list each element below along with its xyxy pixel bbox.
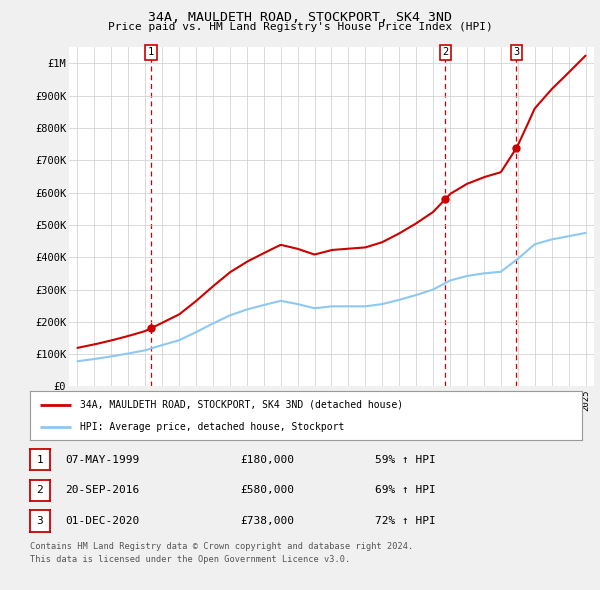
Text: 34A, MAULDETH ROAD, STOCKPORT, SK4 3ND: 34A, MAULDETH ROAD, STOCKPORT, SK4 3ND	[148, 11, 452, 24]
Text: HPI: Average price, detached house, Stockport: HPI: Average price, detached house, Stoc…	[80, 422, 344, 432]
Text: £738,000: £738,000	[240, 516, 294, 526]
Text: 3: 3	[37, 516, 43, 526]
Text: £180,000: £180,000	[240, 455, 294, 464]
Text: 1: 1	[148, 47, 154, 57]
Text: 59% ↑ HPI: 59% ↑ HPI	[375, 455, 436, 464]
Text: £580,000: £580,000	[240, 486, 294, 495]
Text: 07-MAY-1999: 07-MAY-1999	[65, 455, 139, 464]
Text: Price paid vs. HM Land Registry's House Price Index (HPI): Price paid vs. HM Land Registry's House …	[107, 22, 493, 32]
Text: 34A, MAULDETH ROAD, STOCKPORT, SK4 3ND (detached house): 34A, MAULDETH ROAD, STOCKPORT, SK4 3ND (…	[80, 399, 403, 409]
Text: 01-DEC-2020: 01-DEC-2020	[65, 516, 139, 526]
Text: This data is licensed under the Open Government Licence v3.0.: This data is licensed under the Open Gov…	[30, 555, 350, 564]
Text: 20-SEP-2016: 20-SEP-2016	[65, 486, 139, 495]
Text: 3: 3	[514, 47, 520, 57]
Text: 72% ↑ HPI: 72% ↑ HPI	[375, 516, 436, 526]
Text: 2: 2	[442, 47, 448, 57]
Text: 2: 2	[37, 486, 43, 495]
Text: Contains HM Land Registry data © Crown copyright and database right 2024.: Contains HM Land Registry data © Crown c…	[30, 542, 413, 551]
Text: 69% ↑ HPI: 69% ↑ HPI	[375, 486, 436, 495]
Text: 1: 1	[37, 455, 43, 464]
